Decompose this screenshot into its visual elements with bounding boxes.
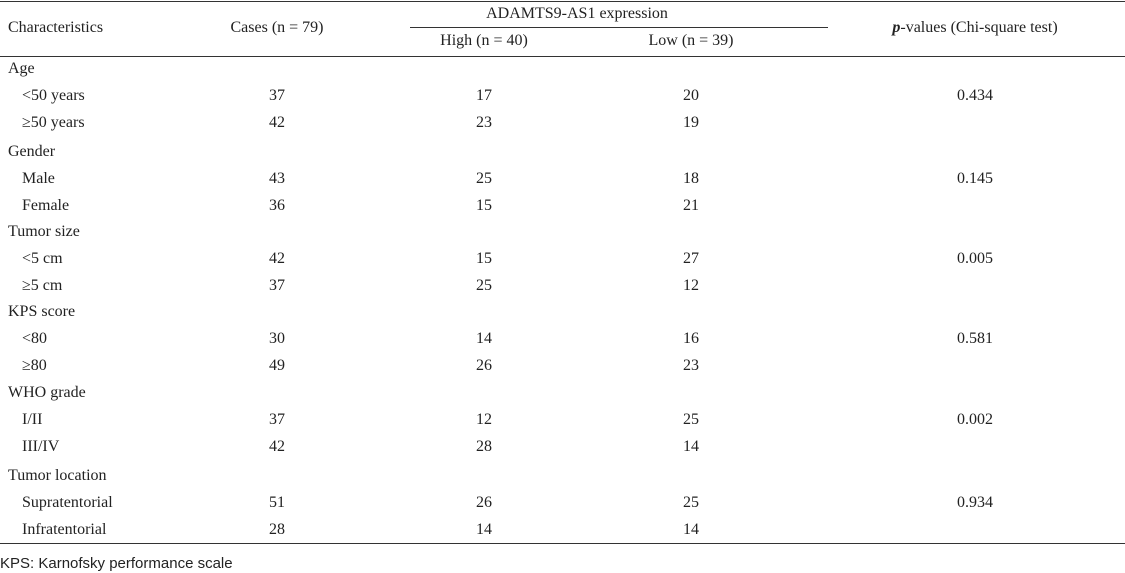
p-symbol: p <box>892 19 901 36</box>
bottom-rule <box>0 543 1125 544</box>
group-label: Tumor location <box>8 467 107 484</box>
group-label: Tumor size <box>8 223 80 240</box>
cases-cell: 42 <box>269 250 285 267</box>
row-label: Female <box>22 197 70 214</box>
high-cell: 23 <box>476 114 492 131</box>
high-cell: 14 <box>476 521 492 538</box>
high-cell: 14 <box>476 330 492 347</box>
row-label: III/IV <box>22 438 60 455</box>
cases-cell: 42 <box>269 438 285 455</box>
low-cell: 25 <box>683 411 699 428</box>
row-label: Supratentorial <box>22 494 113 511</box>
high-cell: 26 <box>476 357 492 374</box>
high-cell: 26 <box>476 494 492 511</box>
row-label: Male <box>22 170 55 187</box>
cases-cell: 30 <box>269 330 285 347</box>
group-label: KPS score <box>8 303 76 320</box>
low-cell: 14 <box>683 521 699 538</box>
low-cell: 14 <box>683 438 699 455</box>
header-rule <box>0 56 1125 57</box>
row-label: <50 years <box>22 87 85 104</box>
row-label: ≥50 years <box>22 114 85 131</box>
low-cell: 18 <box>683 170 699 187</box>
high-cell: 12 <box>476 411 492 428</box>
row-label: <5 cm <box>22 250 63 267</box>
low-cell: 23 <box>683 357 699 374</box>
cases-cell: 51 <box>269 494 285 511</box>
group-label: WHO grade <box>8 384 86 401</box>
p-value-cell: 0.002 <box>957 411 993 428</box>
high-cell: 15 <box>476 250 492 267</box>
high-cell: 28 <box>476 438 492 455</box>
cases-cell: 37 <box>269 277 285 294</box>
row-label: I/II <box>22 411 43 428</box>
high-cell: 25 <box>476 170 492 187</box>
header-cell: Cases (n = 79) <box>230 19 324 36</box>
high-cell: 17 <box>476 87 492 104</box>
high-cell: 15 <box>476 197 492 214</box>
cases-cell: 37 <box>269 411 285 428</box>
cases-cell: 49 <box>269 357 285 374</box>
header-cell: Low (n = 39) <box>648 32 734 49</box>
low-cell: 21 <box>683 197 699 214</box>
high-cell: 25 <box>476 277 492 294</box>
p-value-cell: 0.581 <box>957 330 993 347</box>
low-cell: 20 <box>683 87 699 104</box>
p-value-cell: 0.434 <box>957 87 993 104</box>
cases-cell: 43 <box>269 170 285 187</box>
p-value-cell: 0.145 <box>957 170 993 187</box>
p-value-cell: 0.005 <box>957 250 993 267</box>
p-value-cell: 0.934 <box>957 494 993 511</box>
low-cell: 16 <box>683 330 699 347</box>
header-cell: ADAMTS9-AS1 expression <box>486 5 668 22</box>
group-label: Gender <box>8 143 56 160</box>
low-cell: 25 <box>683 494 699 511</box>
top-rule <box>0 1 1125 2</box>
cases-cell: 42 <box>269 114 285 131</box>
p-label: -values (Chi-square test) <box>900 19 1058 36</box>
low-cell: 19 <box>683 114 699 131</box>
header-cell: High (n = 40) <box>440 32 528 49</box>
cases-cell: 36 <box>269 197 285 214</box>
header-cell: Characteristics <box>8 19 104 36</box>
row-label: ≥80 <box>22 357 47 374</box>
cases-cell: 37 <box>269 87 285 104</box>
row-label: <80 <box>22 330 48 347</box>
footnote: KPS: Karnofsky performance scale <box>0 555 233 572</box>
group-label: Age <box>8 60 35 77</box>
low-cell: 12 <box>683 277 699 294</box>
span-rule <box>410 27 828 28</box>
cases-cell: 28 <box>269 521 285 538</box>
header-cell: p-values (Chi-square test) <box>892 18 1057 38</box>
low-cell: 27 <box>683 250 699 267</box>
row-label: ≥5 cm <box>22 277 63 294</box>
row-label: Infratentorial <box>22 521 107 538</box>
